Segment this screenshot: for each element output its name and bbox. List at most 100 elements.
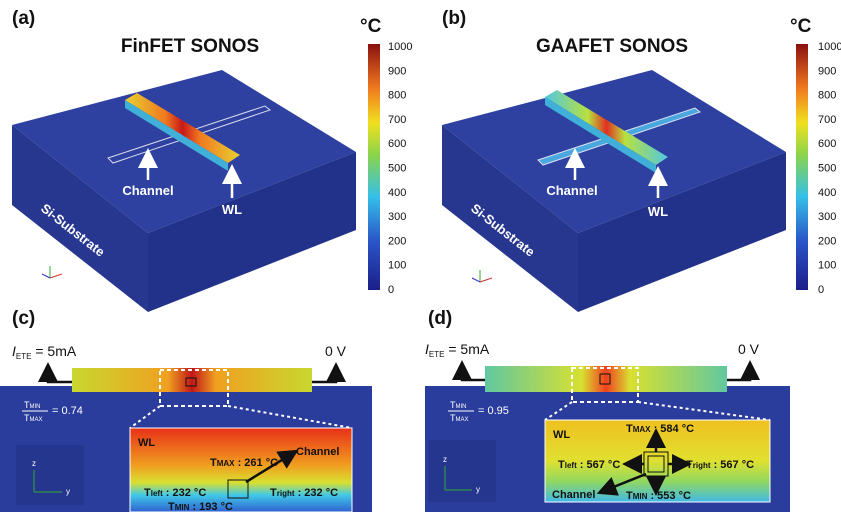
face — [107, 105, 272, 164]
label: Channel — [546, 183, 597, 198]
arrow — [38, 362, 72, 384]
box — [72, 368, 312, 392]
label-part: T — [24, 413, 30, 423]
label: IETE = 5mA — [425, 341, 490, 359]
line — [637, 401, 771, 421]
label-part: MAX — [633, 425, 651, 434]
colorbar-tick-label: 900 — [818, 65, 836, 77]
colorbar-tick-label: 400 — [388, 187, 406, 199]
face — [12, 70, 356, 233]
line — [41, 273, 51, 279]
label-part: T — [168, 501, 175, 512]
label: y — [476, 485, 480, 494]
label-part: = 5mA — [31, 343, 76, 359]
label-part: : 261 °C — [235, 457, 279, 469]
box — [485, 366, 727, 392]
colorbar-tick-label: 100 — [388, 260, 406, 272]
label-part: I — [12, 343, 16, 359]
label-part: left — [151, 489, 163, 498]
line — [596, 472, 647, 496]
box — [227, 479, 249, 499]
label: TMIN — [450, 400, 467, 410]
box — [428, 440, 496, 502]
colorbar-tick-label: 100 — [818, 260, 836, 272]
label: WL — [222, 202, 242, 217]
face — [442, 125, 578, 312]
box — [129, 427, 353, 512]
label-part: T — [24, 400, 30, 410]
label-part: : 584 °C — [651, 423, 695, 435]
label: TMIN : 553 °C — [626, 490, 691, 502]
box — [647, 455, 665, 473]
arrow — [312, 362, 346, 384]
label: WL — [648, 204, 668, 219]
axis-triad: z x y — [464, 260, 500, 283]
label: FinFET SONOS — [121, 36, 259, 57]
colorbar-tick-label: 500 — [818, 163, 836, 175]
label: Channel — [122, 183, 173, 198]
colorbar-tick-label: 0 — [388, 284, 394, 296]
label: Tright : 232 °C — [270, 487, 338, 499]
label-part: T — [450, 413, 456, 423]
label-part: MIN — [633, 492, 648, 501]
label: °C — [790, 16, 812, 37]
label: z — [478, 260, 482, 269]
line — [479, 277, 493, 283]
arrow — [727, 360, 760, 382]
face — [125, 93, 240, 163]
label-part: T — [450, 400, 456, 410]
colorbar-tick-label: 1000 — [818, 41, 841, 53]
arrow — [452, 360, 485, 382]
box — [571, 367, 639, 403]
label-part: T — [626, 423, 633, 435]
label: (b) — [442, 8, 466, 29]
colorbar-tick-label: 1000 — [388, 41, 412, 53]
label-part: T — [686, 459, 693, 471]
colorbar-tick-label: 300 — [388, 211, 406, 223]
face — [578, 152, 786, 312]
label: 0 V — [738, 341, 760, 357]
face — [545, 90, 668, 165]
axis-triad: z x y — [34, 256, 70, 279]
label-part: T — [558, 459, 565, 471]
label: WL — [138, 437, 155, 449]
box — [185, 377, 197, 387]
label: (d) — [428, 308, 452, 329]
box — [796, 44, 808, 290]
label-part: MAX — [30, 417, 43, 423]
label: TMAX : 584 °C — [626, 423, 694, 435]
label-part: MAX — [456, 417, 469, 423]
label: Tright : 567 °C — [686, 459, 754, 471]
label: Channel — [296, 446, 339, 458]
label: z — [48, 256, 52, 265]
label: WL — [553, 429, 570, 441]
label: GAAFET SONOS — [536, 36, 688, 57]
label-part: T — [144, 487, 151, 499]
colorbar-ticks: 0 100 200 300 400 500 600 700 800 900 1000 — [818, 41, 841, 296]
label-part: ETE — [16, 352, 32, 361]
label: x — [496, 272, 500, 281]
label: IETE = 5mA — [12, 343, 77, 361]
label: = 0.95 — [478, 405, 509, 417]
colorbar-tick-label: 300 — [818, 211, 836, 223]
label-part: : 567 °C — [577, 459, 621, 471]
box — [599, 373, 611, 385]
label: °C — [360, 16, 382, 37]
colorbar-tick-label: 700 — [818, 114, 836, 126]
label-part: : 553 °C — [647, 490, 691, 502]
label-part: : 232 °C — [295, 487, 339, 499]
box — [368, 44, 380, 290]
colorbar-tick-label: 900 — [388, 65, 406, 77]
colorbar-tick-label: 600 — [818, 138, 836, 150]
colorbar-tick-label: 400 — [818, 187, 836, 199]
label-part: ETE — [429, 350, 445, 359]
label-part: MIN — [456, 404, 467, 410]
label: Channel — [552, 489, 595, 501]
colorbar-tick-label: 800 — [388, 90, 406, 102]
face — [12, 125, 148, 312]
colorbar-tick-label: 500 — [388, 163, 406, 175]
line — [49, 273, 63, 279]
label-part: I — [425, 341, 429, 357]
label: TMIN : 193 °C — [168, 501, 233, 512]
label-part: = 5mA — [444, 341, 489, 357]
